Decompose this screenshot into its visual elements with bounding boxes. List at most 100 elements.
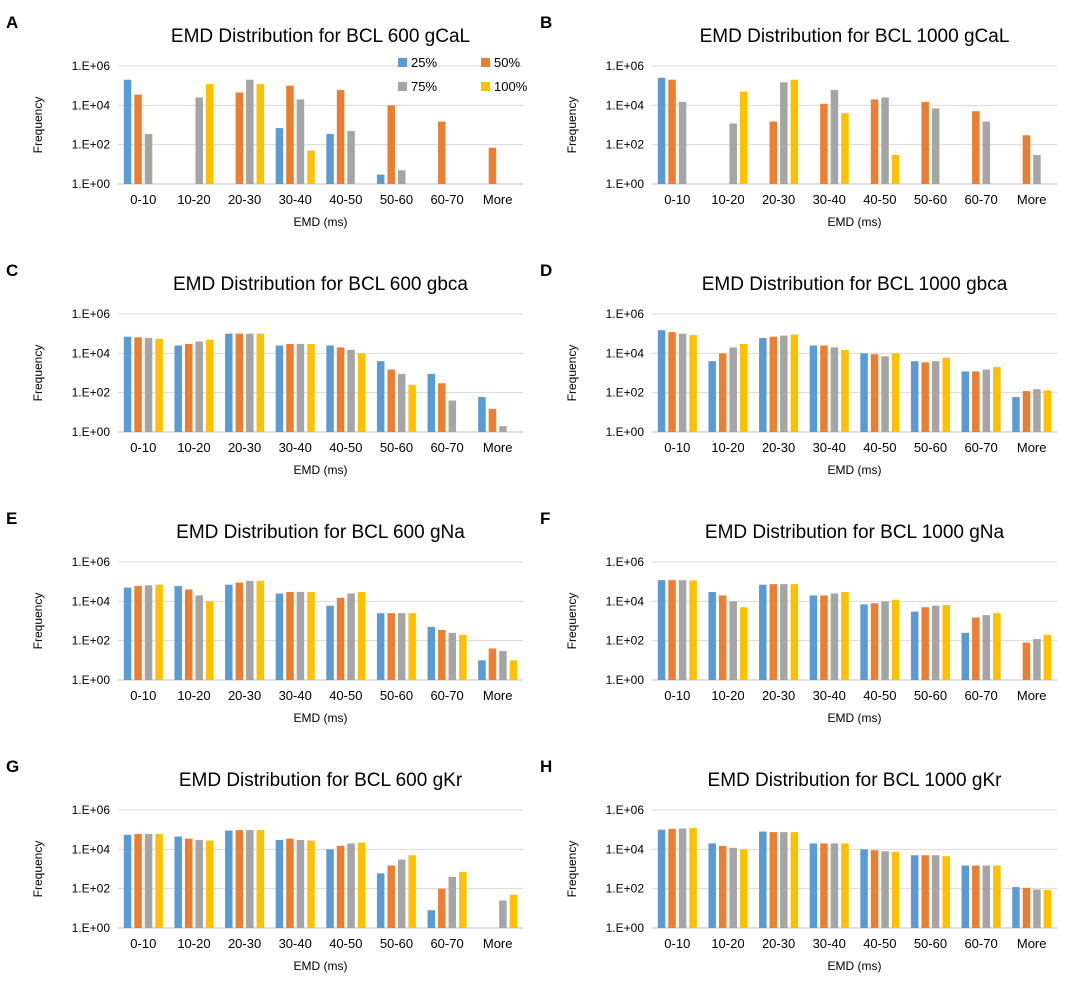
x-tick-label: 40-50 <box>863 936 896 951</box>
bar <box>1012 397 1020 432</box>
bar <box>336 90 345 184</box>
x-tick-label: 60-70 <box>430 936 463 951</box>
x-tick-label: 60-70 <box>430 192 463 207</box>
x-tick-label: 60-70 <box>430 688 463 703</box>
chart-title: EMD Distribution for BCL 1000 gbca <box>702 274 1008 295</box>
chart-title: EMD Distribution for BCL 600 gCaL <box>171 26 470 47</box>
bar <box>982 369 991 432</box>
x-tick-label: 60-70 <box>964 440 997 455</box>
bar <box>205 339 214 432</box>
bar <box>1022 135 1031 184</box>
bar <box>195 341 203 432</box>
x-tick-label: 50-60 <box>380 192 413 207</box>
bar <box>910 855 919 928</box>
bar <box>488 408 497 432</box>
x-tick-label: 60-70 <box>964 688 997 703</box>
bar <box>134 337 142 432</box>
bar <box>982 615 991 680</box>
y-tick-label: 1.E+04 <box>606 98 645 112</box>
bar <box>870 99 879 184</box>
y-tick-label: 1.E+06 <box>606 307 645 321</box>
bar <box>759 338 767 432</box>
x-axis-label: EMD (ms) <box>828 711 882 725</box>
x-axis-label: EMD (ms) <box>294 711 348 725</box>
bar <box>376 873 385 928</box>
x-axis-label: EMD (ms) <box>828 463 882 477</box>
bar <box>448 632 457 680</box>
bar <box>275 128 284 184</box>
y-tick-label: 1.E+04 <box>72 346 111 360</box>
bar <box>195 595 203 680</box>
chart-title: EMD Distribution for BCL 1000 gCaL <box>700 26 1010 47</box>
bar <box>972 111 980 184</box>
bar <box>448 876 457 928</box>
bar <box>246 79 254 184</box>
bar <box>860 353 868 432</box>
legend: 25% 50% 75% 100% <box>398 55 528 94</box>
bar <box>326 849 334 928</box>
x-tick-label: 50-60 <box>380 440 413 455</box>
bar <box>780 335 788 432</box>
bar <box>184 838 193 928</box>
bar <box>729 347 737 432</box>
x-tick-label: More <box>483 192 513 207</box>
bar <box>780 584 788 680</box>
y-tick-label: 1.E+00 <box>72 177 111 191</box>
bar <box>1022 887 1031 928</box>
bar <box>1043 634 1052 680</box>
bar <box>993 367 1001 432</box>
x-tick-label: 0-10 <box>664 936 690 951</box>
panel-label: G <box>6 757 19 776</box>
x-tick-label: 20-30 <box>228 192 261 207</box>
bar <box>1043 390 1052 432</box>
bar <box>708 843 716 928</box>
y-tick-label: 1.E+00 <box>72 921 111 935</box>
legend-swatch <box>398 58 407 67</box>
bar <box>820 103 828 184</box>
x-tick-label: 30-40 <box>279 440 312 455</box>
x-tick-label: 40-50 <box>863 192 896 207</box>
bar <box>387 613 395 680</box>
bar <box>275 839 284 928</box>
x-tick-label: More <box>483 440 513 455</box>
y-tick-label: 1.E+06 <box>72 307 111 321</box>
bar <box>809 595 818 680</box>
x-tick-label: 10-20 <box>711 688 744 703</box>
y-axis-label: Frequency <box>565 593 579 650</box>
bar <box>123 79 132 184</box>
y-axis-label: Frequency <box>31 841 45 898</box>
bar <box>841 349 849 432</box>
bar <box>841 113 849 184</box>
bar <box>246 580 254 680</box>
bar <box>246 830 254 928</box>
bar <box>993 613 1001 680</box>
bar <box>678 101 687 184</box>
x-tick-label: 0-10 <box>664 688 690 703</box>
x-tick-label: 10-20 <box>177 440 210 455</box>
bar <box>718 595 727 680</box>
bar <box>1022 642 1031 680</box>
bar <box>326 133 334 184</box>
bar <box>891 851 900 928</box>
bar <box>891 353 900 432</box>
bar <box>668 79 676 184</box>
legend-swatch <box>481 58 490 67</box>
x-tick-label: 60-70 <box>964 192 997 207</box>
bar <box>448 400 457 432</box>
bar <box>438 383 446 432</box>
bar <box>235 582 244 680</box>
x-tick-label: 40-50 <box>329 688 362 703</box>
x-tick-label: 40-50 <box>863 440 896 455</box>
bar <box>376 174 385 184</box>
bar <box>225 333 233 432</box>
bar <box>357 353 366 432</box>
bar <box>668 332 676 432</box>
bar <box>780 832 788 928</box>
bar <box>205 840 214 928</box>
chart-title: EMD Distribution for BCL 600 gbca <box>173 274 468 295</box>
bar <box>408 855 416 928</box>
bar <box>718 353 727 432</box>
bar <box>488 147 497 184</box>
y-tick-label: 1.E+02 <box>606 386 645 400</box>
